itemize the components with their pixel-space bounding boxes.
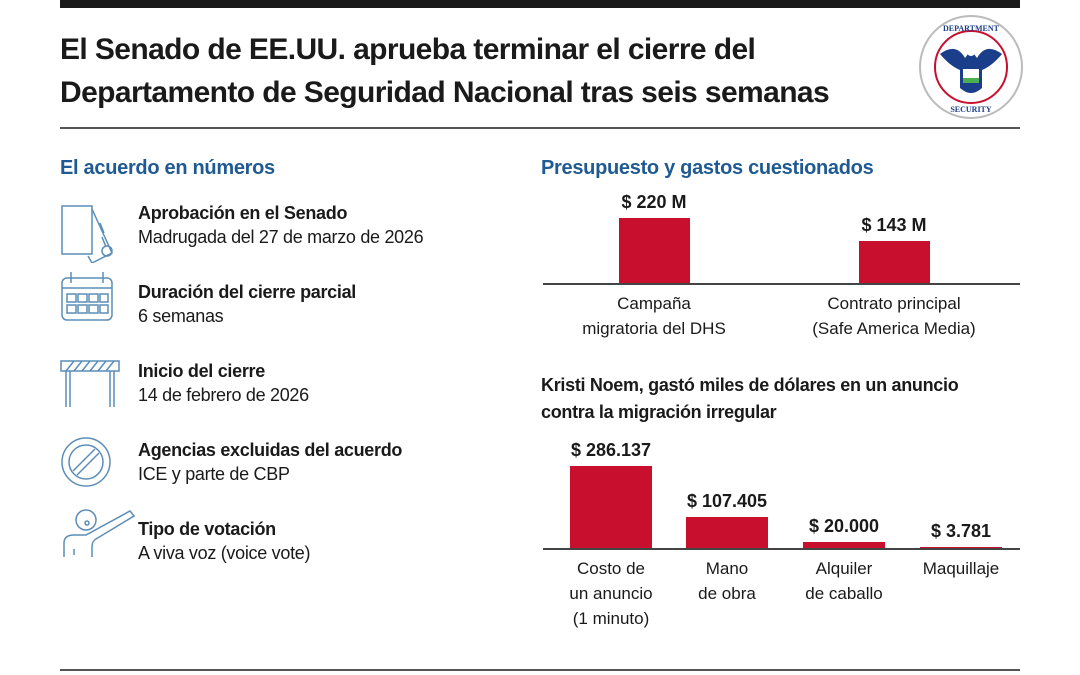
fact-label: Duración del cierre parcial <box>138 282 356 302</box>
document-certificate-icon <box>61 205 113 263</box>
svg-text:DEPARTMENT: DEPARTMENT <box>943 24 1000 33</box>
fact-vote-type: Tipo de votación A viva voz (voice vote) <box>60 509 480 579</box>
fact-label: Tipo de votación <box>138 519 276 539</box>
raised-hand-person-icon <box>63 509 136 557</box>
bar <box>618 218 690 283</box>
data-label: $ 220 M <box>621 192 687 212</box>
fact-start: Inicio del cierre 14 de febrero de 2026 <box>60 360 480 421</box>
bar <box>920 546 1002 548</box>
category-label: Maquillaje <box>922 559 1000 578</box>
fact-label: Aprobación en el Senado <box>138 203 348 223</box>
fact-label: Agencias excluidas del acuerdo <box>138 440 403 460</box>
fact-value: 14 de febrero de 2026 <box>138 385 309 405</box>
category-label: Campaña <box>617 294 691 313</box>
data-label: $ 143 M <box>861 214 927 235</box>
bar <box>858 240 930 283</box>
bar <box>803 542 885 548</box>
barrier-icon <box>60 360 120 407</box>
chart2-title: Kristi Noem, gastó miles de dólares en u… <box>541 375 959 422</box>
bar <box>570 466 652 548</box>
bar <box>686 517 768 548</box>
chart1-title: Presupuesto y gastos cuestionados <box>541 157 874 179</box>
top-rule <box>60 0 1020 8</box>
fact-label: Inicio del cierre <box>138 361 265 381</box>
fact-value: Madrugada del 27 de marzo de 2026 <box>138 227 424 247</box>
bottom-divider <box>60 669 1020 671</box>
fact-excluded: Agencias excluidas del acuerdo ICE y par… <box>60 437 480 500</box>
fact-value: ICE y parte de CBP <box>138 464 290 484</box>
svg-text:SECURITY: SECURITY <box>950 105 992 114</box>
prohibited-icon <box>61 437 111 487</box>
title-divider <box>60 127 1020 129</box>
fact-value: 6 semanas <box>138 306 224 326</box>
category-label: un anuncio <box>569 584 653 603</box>
data-label: $ 107.405 <box>686 491 768 512</box>
category-label: Alquiler <box>815 559 873 578</box>
category-label: Mano <box>705 559 749 578</box>
category-label: (1 minuto) <box>572 609 650 628</box>
category-label: Contrato principal <box>827 294 961 313</box>
category-label: Costo de <box>576 559 646 578</box>
x-axis <box>543 283 1020 285</box>
data-label: $ 3.781 <box>930 520 992 541</box>
data-label: $ 286.137 <box>570 440 652 460</box>
dhs-seal-logo: DEPARTMENT SECURITY <box>919 15 1023 119</box>
category-label: de caballo <box>805 584 883 603</box>
x-axis <box>543 548 1020 550</box>
data-label: $ 20.000 <box>808 516 880 537</box>
page-title: El Senado de EE.UU. aprueba terminar el … <box>60 33 830 109</box>
fact-approval: Aprobación en el Senado Madrugada del 27… <box>60 203 480 263</box>
fact-duration: Duración del cierre parcial 6 semanas <box>60 272 480 342</box>
calendar-icon <box>61 272 113 321</box>
left-section-heading: El acuerdo en números <box>60 157 275 179</box>
category-label: (Safe America Media) <box>812 319 976 338</box>
category-label: de obra <box>698 584 756 603</box>
fact-value: A viva voz (voice vote) <box>138 543 311 563</box>
category-label: migratoria del DHS <box>582 319 726 338</box>
